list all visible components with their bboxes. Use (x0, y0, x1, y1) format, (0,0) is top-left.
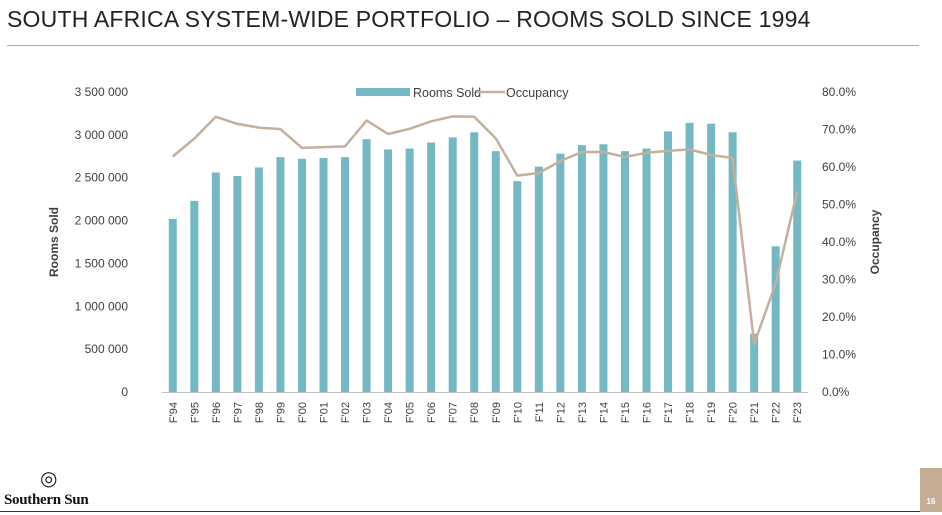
x-tick-label: F'06 (426, 402, 438, 423)
bar (793, 160, 802, 392)
x-tick-label: F'10 (512, 402, 524, 423)
x-tick-label: F'15 (620, 402, 632, 423)
bar (534, 166, 543, 392)
southern-sun-logo-icon: ◎ (40, 466, 58, 490)
x-tick-label: F'02 (340, 402, 352, 423)
bar (707, 123, 716, 392)
y2-tick-label: 40.0% (822, 235, 856, 249)
x-tick-label: F'21 (749, 402, 761, 423)
x-tick-label: F'00 (297, 402, 309, 423)
bar (233, 176, 242, 392)
page-title: SOUTH AFRICA SYSTEM-WIDE PORTFOLIO – ROO… (7, 6, 811, 32)
bar (448, 137, 457, 392)
title-divider (7, 45, 919, 46)
logo-text: Southern Sun (4, 492, 89, 508)
x-tick-label: F'98 (254, 402, 266, 423)
x-tick-label: F'05 (405, 402, 417, 423)
bar (577, 145, 586, 392)
x-tick-label: F'04 (383, 402, 395, 423)
x-tick-label: F'19 (706, 402, 718, 423)
combo-chart: 0 500 000 1 000 000 1 500 000 2 000 000 2 500… (47, 85, 882, 423)
y2-tick-label: 30.0% (822, 273, 856, 287)
x-tick-label: F'23 (792, 402, 804, 423)
y-tick-label: 1 000 000 (75, 299, 129, 313)
x-tick-label: F'95 (189, 402, 201, 423)
footer-divider (0, 511, 920, 512)
x-tick-label: F'20 (728, 402, 740, 423)
y-tick-label: 2 500 000 (75, 171, 129, 185)
page-number: 16 (926, 497, 936, 506)
y2-tick-label: 20.0% (822, 310, 856, 324)
bar (190, 200, 199, 392)
y2-tick-label: 70.0% (822, 123, 856, 137)
bar (405, 148, 414, 392)
bar (685, 122, 694, 392)
y2-tick-label: 0.0% (822, 385, 850, 399)
bar (620, 151, 629, 392)
y-tick-label: 1 500 000 (75, 256, 129, 270)
bar (728, 132, 737, 393)
y-tick-label: 3 000 000 (75, 128, 129, 142)
x-tick-label: F'96 (211, 402, 223, 423)
x-tick-label: F'07 (448, 402, 460, 423)
x-tick-label: F'09 (491, 402, 503, 423)
bar (491, 151, 500, 392)
legend-swatch-rooms-sold (356, 88, 410, 96)
x-tick-label: F'12 (555, 402, 567, 423)
x-tick-label: F'11 (534, 402, 546, 422)
legend-label: Occupancy (506, 86, 569, 100)
bar (211, 172, 220, 392)
x-tick-label: F'22 (771, 402, 783, 423)
bar (556, 153, 565, 392)
bar (276, 157, 285, 392)
legend-label: Rooms Sold (413, 86, 481, 100)
y-tick-label: 500 000 (85, 342, 129, 356)
x-tick-label: F'14 (598, 402, 610, 423)
y-tick-label: 0 (121, 385, 128, 399)
y2-tick-label: 10.0% (822, 348, 856, 362)
x-tick-label: F'08 (469, 402, 481, 423)
bar (297, 158, 306, 392)
y2-tick-label: 50.0% (822, 198, 856, 212)
southern-sun-logo: ◎ Southern Sun (4, 468, 104, 510)
bar (427, 142, 436, 392)
x-tick-label: F'16 (642, 402, 654, 423)
x-tick-label: F'18 (685, 402, 697, 423)
y2-tick-label: 60.0% (822, 160, 856, 174)
bar (384, 149, 393, 392)
x-tick-label: F'03 (362, 402, 374, 423)
y2-tick-label: 80.0% (822, 85, 856, 99)
bar (168, 218, 177, 392)
x-tick-label: F'17 (663, 402, 675, 423)
bar (642, 148, 651, 392)
bar (513, 181, 522, 392)
bar (341, 157, 350, 392)
page-number-badge: 16 (920, 468, 942, 512)
bar (254, 167, 263, 392)
bar (470, 132, 479, 393)
x-tick-label: F'99 (275, 402, 287, 423)
y-axis-label: Rooms Sold (47, 207, 61, 277)
y-tick-label: 3 500 000 (75, 85, 129, 99)
x-tick-label: F'13 (577, 402, 589, 423)
y2-axis-label: Occupancy (868, 209, 882, 274)
bar (750, 333, 759, 392)
x-tick-label: F'94 (168, 402, 180, 423)
bar (599, 144, 608, 392)
occupancy-line (171, 115, 799, 346)
bar (362, 139, 371, 392)
x-tick-label: F'01 (319, 402, 331, 423)
bar (664, 131, 673, 392)
bar (771, 246, 780, 392)
x-tick-label: F'97 (232, 402, 244, 423)
bar (319, 158, 328, 392)
y-tick-label: 2 000 000 (75, 214, 129, 228)
